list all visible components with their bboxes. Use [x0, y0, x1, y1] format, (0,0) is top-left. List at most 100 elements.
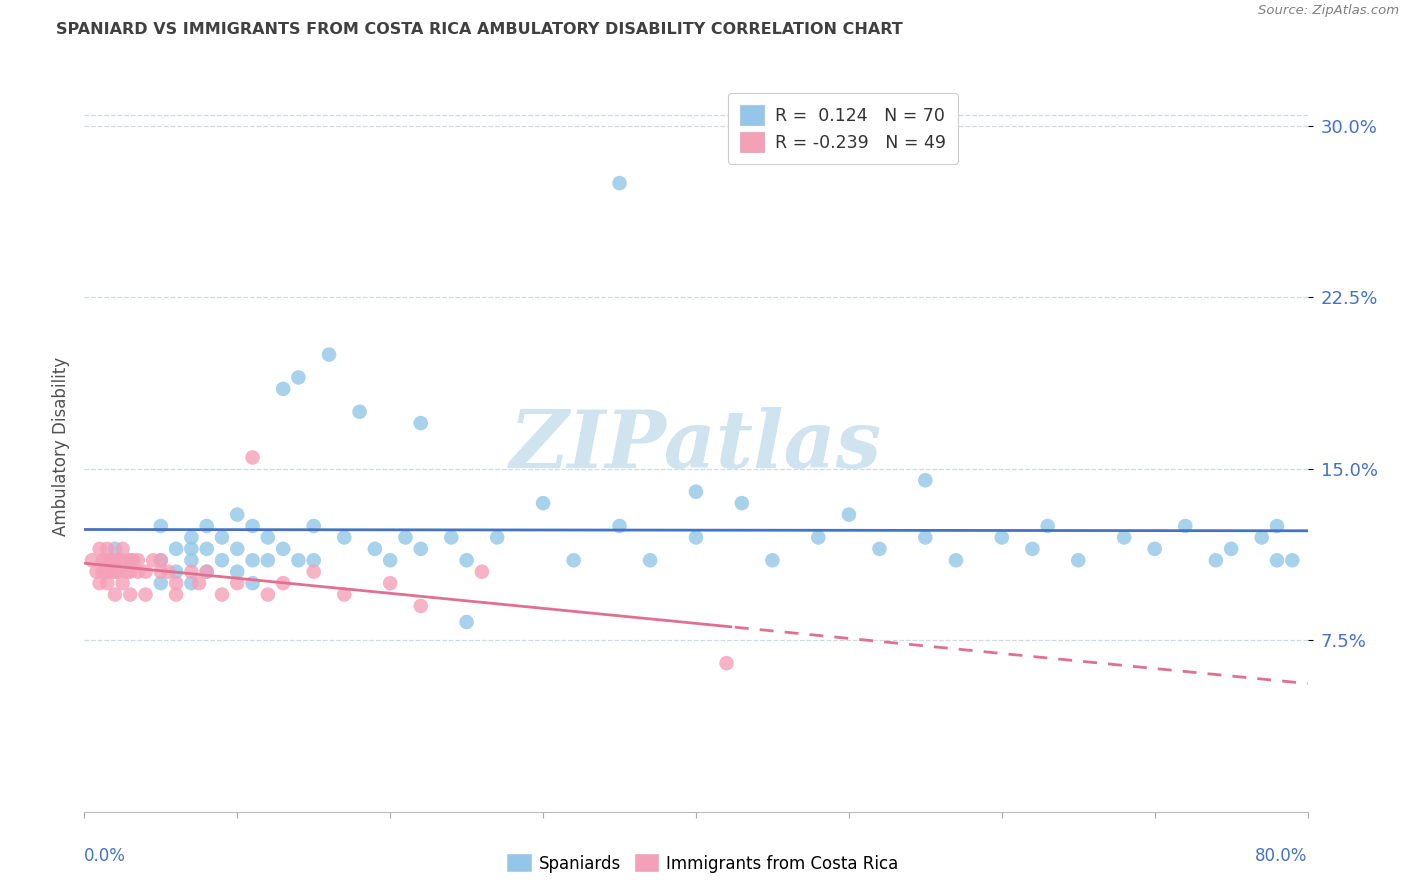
Point	[914, 530, 936, 544]
Point	[409, 541, 432, 556]
Point	[440, 530, 463, 544]
Point	[380, 576, 402, 591]
Text: ZIPatlas: ZIPatlas	[510, 408, 882, 484]
Point	[271, 541, 294, 556]
Point	[257, 553, 280, 567]
Point	[104, 565, 127, 579]
Point	[991, 530, 1014, 544]
Point	[165, 541, 187, 556]
Point	[242, 519, 264, 533]
Legend: R =  0.124   N = 70, R = -0.239   N = 49: R = 0.124 N = 70, R = -0.239 N = 49	[728, 93, 957, 164]
Point	[838, 508, 860, 522]
Point	[89, 541, 111, 556]
Point	[94, 553, 117, 567]
Point	[257, 530, 280, 544]
Point	[101, 565, 124, 579]
Point	[1036, 519, 1059, 533]
Point	[111, 541, 134, 556]
Point	[180, 565, 202, 579]
Point	[1067, 553, 1090, 567]
Point	[761, 553, 783, 567]
Point	[91, 565, 114, 579]
Point	[165, 588, 187, 602]
Text: Source: ZipAtlas.com: Source: ZipAtlas.com	[1258, 4, 1399, 18]
Point	[149, 553, 172, 567]
Point	[127, 553, 149, 567]
Point	[242, 576, 264, 591]
Point	[242, 553, 264, 567]
Point	[869, 541, 891, 556]
Point	[135, 565, 157, 579]
Point	[111, 553, 134, 567]
Point	[120, 588, 142, 602]
Point	[685, 484, 707, 499]
Point	[380, 553, 402, 567]
Point	[287, 553, 309, 567]
Point	[211, 588, 233, 602]
Point	[1205, 553, 1227, 567]
Point	[1265, 553, 1288, 567]
Point	[562, 553, 585, 567]
Point	[96, 565, 118, 579]
Point	[945, 553, 967, 567]
Point	[302, 565, 325, 579]
Point	[486, 530, 509, 544]
Point	[271, 382, 294, 396]
Point	[226, 508, 249, 522]
Point	[242, 450, 264, 465]
Point	[122, 553, 145, 567]
Point	[1021, 541, 1043, 556]
Point	[149, 553, 172, 567]
Point	[609, 176, 631, 190]
Point	[104, 541, 127, 556]
Point	[914, 473, 936, 487]
Point	[807, 530, 830, 544]
Point	[142, 553, 165, 567]
Point	[1281, 553, 1303, 567]
Point	[409, 416, 432, 430]
Point	[157, 565, 180, 579]
Point	[1250, 530, 1272, 544]
Point	[127, 565, 149, 579]
Point	[271, 576, 294, 591]
Point	[180, 530, 202, 544]
Point	[638, 553, 661, 567]
Point	[409, 599, 432, 613]
Point	[120, 553, 142, 567]
Point	[115, 565, 138, 579]
Point	[165, 565, 187, 579]
Text: 80.0%: 80.0%	[1256, 847, 1308, 865]
Point	[257, 588, 280, 602]
Point	[226, 565, 249, 579]
Point	[149, 576, 172, 591]
Point	[86, 565, 108, 579]
Point	[91, 553, 114, 567]
Point	[302, 519, 325, 533]
Point	[149, 519, 172, 533]
Point	[456, 553, 478, 567]
Point	[394, 530, 416, 544]
Point	[96, 576, 118, 591]
Point	[80, 553, 103, 567]
Point	[1265, 519, 1288, 533]
Point	[1220, 541, 1243, 556]
Point	[111, 576, 134, 591]
Point	[104, 588, 127, 602]
Point	[302, 553, 325, 567]
Point	[333, 530, 356, 544]
Point	[149, 565, 172, 579]
Text: 0.0%: 0.0%	[84, 847, 127, 865]
Point	[531, 496, 554, 510]
Point	[731, 496, 754, 510]
Point	[180, 541, 202, 556]
Point	[107, 565, 129, 579]
Point	[716, 656, 738, 670]
Point	[135, 588, 157, 602]
Point	[96, 541, 118, 556]
Point	[89, 576, 111, 591]
Y-axis label: Ambulatory Disability: Ambulatory Disability	[52, 357, 70, 535]
Point	[471, 565, 494, 579]
Point	[287, 370, 309, 384]
Point	[195, 565, 218, 579]
Point	[104, 553, 127, 567]
